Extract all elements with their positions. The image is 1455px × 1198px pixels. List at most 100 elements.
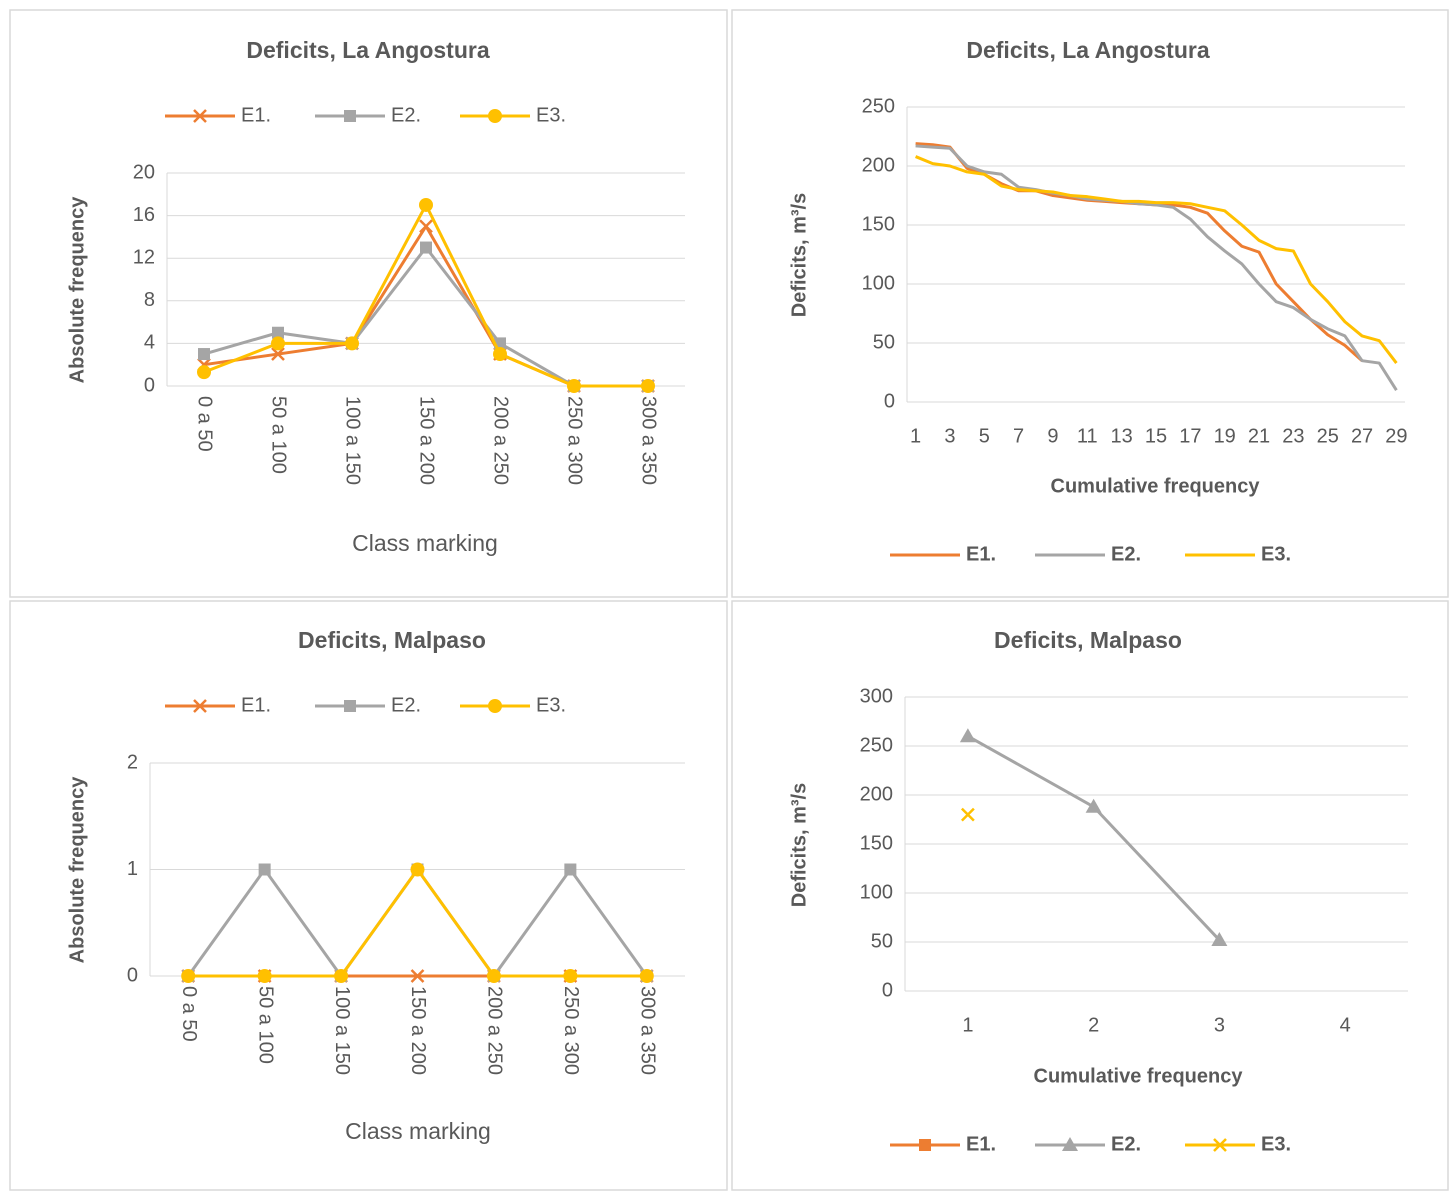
marker [257,969,272,983]
y-axis-label: Absolute frequency [66,776,88,964]
y-tick-label: 50 [873,331,895,353]
x-axis-label: Cumulative frequency [1051,475,1261,497]
legend-label: E1. [966,543,996,565]
y-axis-label: Deficits, m³/s [788,193,810,317]
legend-label: E1. [241,104,271,126]
x-tick-label: 250 a 300 [560,986,582,1075]
x-tick-label: 50 a 100 [268,396,290,474]
y-tick-label: 0 [884,390,895,412]
chart-title: Deficits, La Angostura [966,37,1209,63]
series-line [967,734,1221,942]
marker [420,241,432,254]
x-tick-label: 300 a 350 [638,396,660,485]
series-line [203,203,648,388]
marker [1211,932,1228,947]
x-axis-label: Class marking [345,1118,491,1144]
marker [959,728,976,743]
y-tick-label: 1 [127,858,138,880]
x-tick-label: 150 a 200 [407,986,429,1075]
marker [181,969,196,983]
y-tick-label: 250 [862,95,895,117]
panel [731,9,1449,598]
y-tick-label: 200 [862,154,895,176]
x-tick-label: 50 a 100 [254,986,276,1064]
series-line [915,155,1398,364]
marker [563,969,578,983]
marker [344,110,356,122]
x-tick-label: 0 a 50 [178,986,200,1042]
marker [198,348,210,361]
legend-label: E3. [536,694,566,716]
x-tick-label: 5 [979,425,990,447]
x-tick-label: 2 [1088,1014,1099,1036]
x-tick-label: 100 a 150 [331,986,353,1075]
y-tick-label: 150 [862,213,895,235]
y-tick-label: 100 [860,881,893,903]
marker [486,969,501,983]
chart-title: Deficits, Malpaso [994,627,1182,653]
panel [9,600,728,1191]
x-tick-label: 21 [1248,425,1270,447]
marker [419,197,433,212]
marker [493,347,507,362]
x-tick-label: 1 [910,425,921,447]
y-tick-label: 250 [860,734,893,756]
y-tick-label: 150 [860,832,893,854]
chart-title: Deficits, Malpaso [298,627,486,653]
x-tick-label: 3 [944,425,955,447]
marker [567,379,581,393]
x-tick-label: 7 [1013,425,1024,447]
series-line [186,868,649,978]
x-tick-label: 15 [1145,425,1167,447]
marker [1213,1138,1227,1152]
x-tick-label: 27 [1351,425,1373,447]
marker [345,336,359,351]
x-axis-label: Cumulative frequency [1034,1065,1244,1087]
marker [564,863,577,876]
legend-label: E2. [391,104,421,126]
legend-label: E3. [536,104,566,126]
x-tick-label: 100 a 150 [342,396,364,485]
y-tick-label: 4 [144,332,155,354]
marker [258,863,271,876]
marker [419,219,433,234]
y-tick-label: 300 [860,685,893,707]
marker [488,699,502,713]
x-tick-label: 19 [1214,425,1236,447]
marker [272,326,284,339]
x-tick-label: 13 [1111,425,1133,447]
panel [731,600,1449,1191]
y-axis-label: Absolute frequency [66,196,88,384]
marker [639,969,654,983]
x-tick-label: 3 [1214,1014,1225,1036]
legend-label: E1. [241,694,271,716]
x-tick-label: 17 [1179,425,1201,447]
y-tick-label: 200 [860,783,893,805]
y-tick-label: 20 [133,161,155,183]
marker [410,969,425,983]
legend-label: E2. [1111,543,1141,565]
y-axis-label: Deficits, m³/s [788,783,810,907]
panel [9,9,728,598]
marker [488,109,502,123]
x-tick-label: 0 a 50 [194,396,216,452]
y-tick-label: 0 [144,374,155,396]
legend-label: E3. [1261,1133,1291,1155]
marker [641,379,655,393]
x-tick-label: 25 [1317,425,1339,447]
y-tick-label: 50 [871,930,893,952]
marker [919,1139,931,1151]
x-tick-label: 23 [1282,425,1304,447]
marker [193,109,207,123]
series-line [188,868,647,978]
marker [193,699,207,713]
series-line [915,144,1398,392]
series-line [203,246,648,388]
x-tick-label: 150 a 200 [416,396,438,485]
marker [197,365,211,380]
x-tick-label: 9 [1047,425,1058,447]
x-tick-label: 300 a 350 [637,986,659,1075]
y-tick-label: 12 [133,246,155,268]
y-tick-label: 100 [862,272,895,294]
